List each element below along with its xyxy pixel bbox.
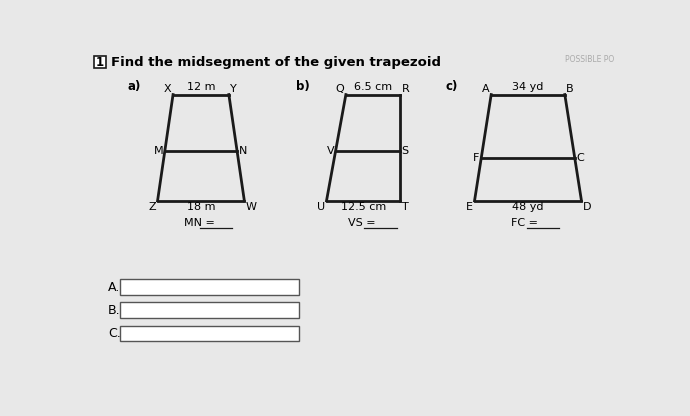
Text: C: C xyxy=(576,154,584,163)
Text: W: W xyxy=(246,202,257,212)
Text: M: M xyxy=(154,146,164,156)
Text: D: D xyxy=(583,202,591,212)
Text: C.: C. xyxy=(108,327,121,340)
Bar xyxy=(120,302,299,318)
Text: E: E xyxy=(466,202,473,212)
Bar xyxy=(94,56,106,68)
Text: VS =: VS = xyxy=(348,218,376,228)
Text: T: T xyxy=(402,202,408,212)
Text: MN =: MN = xyxy=(184,218,215,228)
Text: B: B xyxy=(566,84,574,94)
Bar xyxy=(120,326,299,341)
Text: a): a) xyxy=(127,80,141,93)
Text: 12 m: 12 m xyxy=(187,82,215,92)
Text: b): b) xyxy=(296,80,309,93)
Text: S: S xyxy=(402,146,408,156)
Text: B.: B. xyxy=(108,304,121,317)
Text: F: F xyxy=(473,154,480,163)
Text: 48 yd: 48 yd xyxy=(512,202,544,213)
Text: 1: 1 xyxy=(96,56,104,69)
Text: POSSIBLE PO: POSSIBLE PO xyxy=(565,54,615,64)
Text: N: N xyxy=(239,146,247,156)
Text: A: A xyxy=(482,84,490,94)
Text: Y: Y xyxy=(230,84,237,94)
Text: X: X xyxy=(164,84,172,94)
Text: 34 yd: 34 yd xyxy=(512,82,544,92)
Text: Find the midsegment of the given trapezoid: Find the midsegment of the given trapezo… xyxy=(111,56,441,69)
Text: R: R xyxy=(402,84,409,94)
Text: A.: A. xyxy=(108,280,120,294)
Text: V: V xyxy=(326,146,334,156)
Text: 12.5 cm: 12.5 cm xyxy=(341,202,386,213)
Text: 18 m: 18 m xyxy=(187,202,215,213)
Text: Z: Z xyxy=(148,202,156,212)
Text: 6.5 cm: 6.5 cm xyxy=(354,82,392,92)
Text: c): c) xyxy=(445,80,457,93)
Text: Q: Q xyxy=(335,84,344,94)
Text: FC =: FC = xyxy=(511,218,538,228)
Text: U: U xyxy=(317,202,325,212)
Bar xyxy=(120,280,299,295)
